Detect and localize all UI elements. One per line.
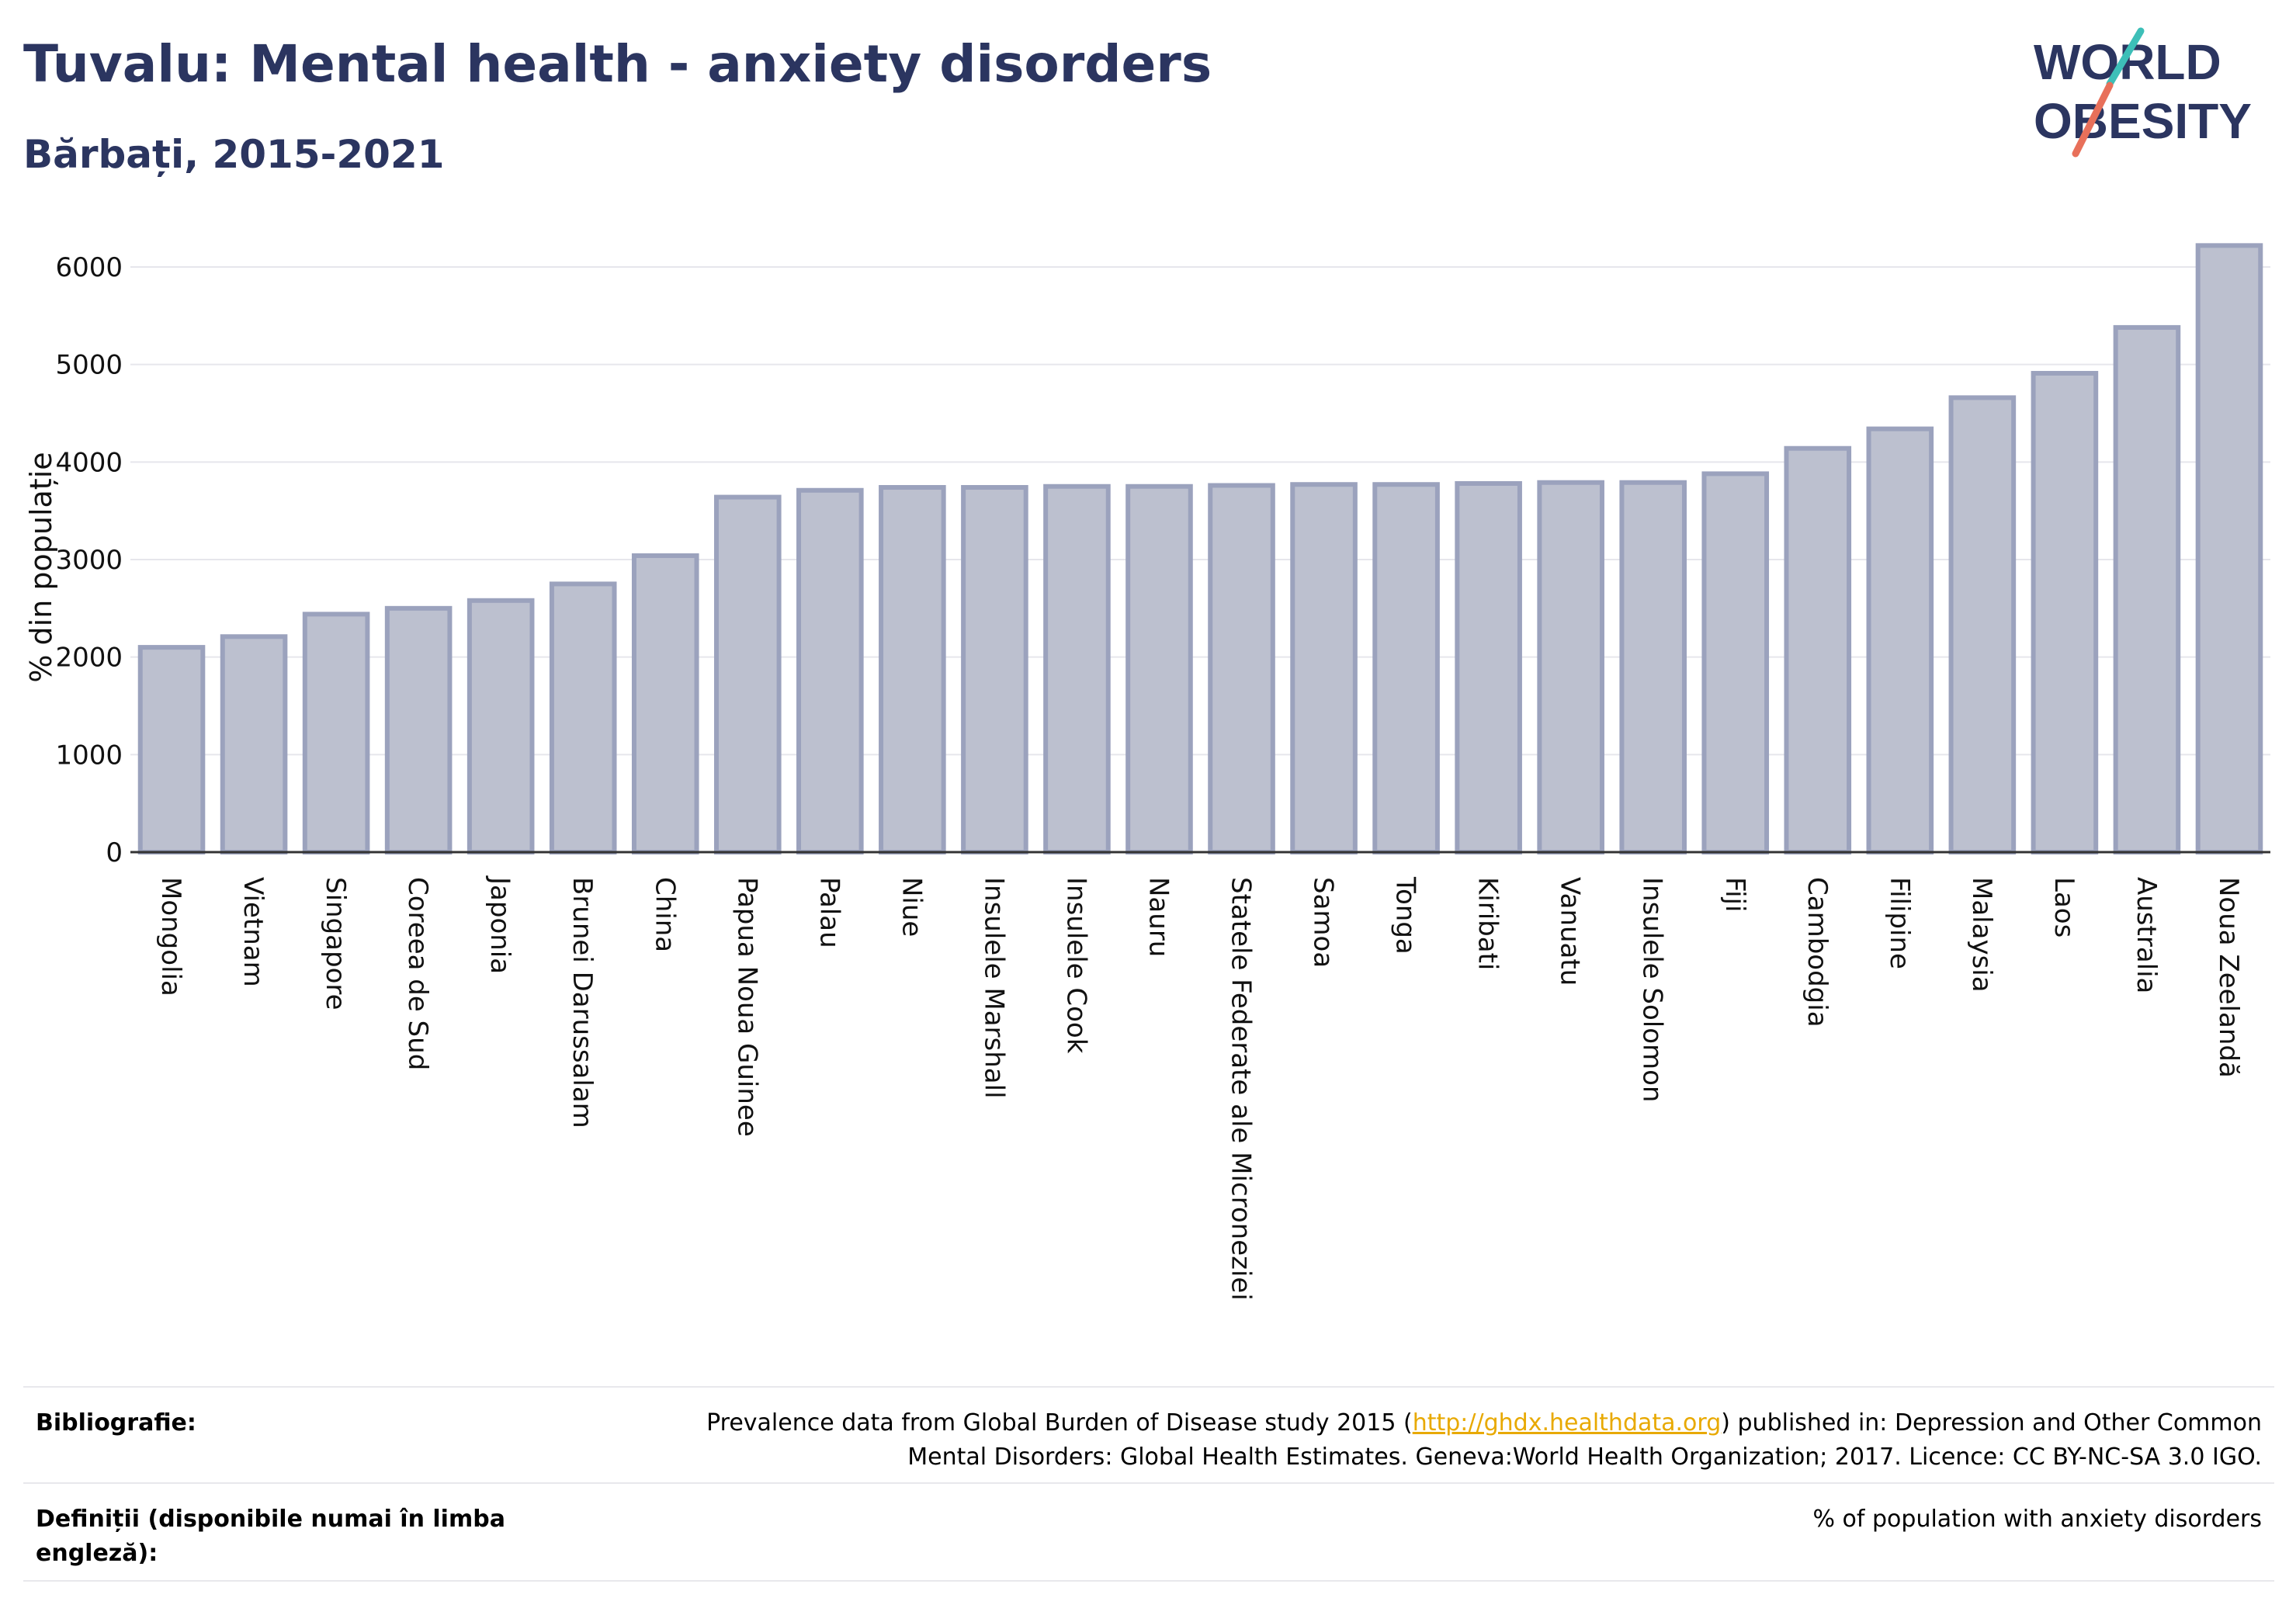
x-tick-label: Cambodgia [1802, 877, 1833, 1028]
x-tick-label: Vanuatu [1555, 877, 1586, 986]
definitions-label-line1: Definiții (disponibile numai în limba [36, 1506, 505, 1533]
bar [713, 494, 782, 854]
bar [1784, 445, 1852, 854]
bar [1372, 482, 1440, 855]
logo-text-world: WORLD [2034, 34, 2221, 90]
bar [2031, 370, 2099, 854]
x-tick-label: Vietnam [238, 877, 269, 987]
bar [302, 612, 370, 855]
page-title: Tuvalu: Mental health - anxiety disorder… [23, 34, 1212, 94]
bar [1866, 426, 1934, 854]
footer-divider-top [23, 1386, 2274, 1388]
x-tick-label: Filipine [1884, 877, 1915, 969]
bar-chart: 0 1000 2000 3000 4000 5000 6000 % din populație… [24, 243, 2270, 1301]
x-tick-label: Fiji [1719, 877, 1750, 912]
world-obesity-logo: WORLD OBESITY [2034, 27, 2252, 158]
x-tick-label: Japonia [484, 875, 515, 974]
bar [796, 487, 864, 854]
y-tick-label: 1000 [55, 740, 123, 771]
y-tick-label: 6000 [55, 252, 123, 283]
bar [961, 485, 1028, 854]
footer-divider-middle [23, 1482, 2274, 1484]
y-tick-label: 4000 [55, 447, 123, 478]
x-tick-label: Singapore [320, 877, 351, 1010]
bibliography-prefix: Prevalence data from Global Burden of Di… [706, 1409, 1413, 1437]
bar [384, 605, 453, 854]
logo-slash-coral [2072, 81, 2114, 158]
x-tick-label: Insulele Marshall [978, 877, 1009, 1099]
bar [1043, 483, 1111, 854]
footer-divider-bottom [23, 1580, 2274, 1582]
bibliography-line2: Mental Disorders: Global Health Estimate… [907, 1444, 2262, 1471]
bibliography-suffix: ) published in: Depression and Other Com… [1721, 1409, 2262, 1437]
x-tick-label: Insulele Solomon [1637, 877, 1668, 1102]
x-tick-label: Tonga [1390, 876, 1421, 955]
x-tick-label: Statele Federate ale Microneziei [1226, 877, 1257, 1301]
x-tick-label: Palau [813, 877, 845, 948]
x-tick-label: Australia [2131, 877, 2162, 993]
bar [466, 598, 535, 855]
y-tick-label: 5000 [55, 350, 123, 381]
y-axis-label: % din populație [24, 452, 58, 682]
logo-slash-teal [2106, 27, 2145, 88]
x-tick-label: Niue [896, 877, 927, 937]
bar [1290, 482, 1358, 855]
bibliography-link[interactable]: http://ghdx.healthdata.org [1412, 1409, 1722, 1437]
x-tick-label: Brunei Darussalam [567, 877, 598, 1128]
bar [631, 553, 699, 854]
x-tick-label: Insulele Cook [1060, 877, 1091, 1054]
y-tick-label: 3000 [55, 545, 123, 576]
bar [1125, 483, 1193, 854]
x-tick-label: Samoa [1308, 877, 1339, 968]
bar [220, 634, 288, 854]
x-tick-label: Mongolia [155, 877, 186, 996]
bar [1537, 480, 1604, 854]
x-tick-label: Nauru [1143, 877, 1174, 957]
x-tick-label: Laos [2048, 877, 2079, 938]
bar [2195, 243, 2263, 854]
bar [1948, 395, 2017, 854]
bar [137, 645, 206, 854]
bar [1619, 480, 1687, 854]
bar [1208, 483, 1275, 854]
definitions-label: Definiții (disponibile numai în limba en… [36, 1502, 532, 1571]
definitions-text: % of population with anxiety disorders [1812, 1506, 2262, 1533]
x-tick-label: Kiribati [1472, 877, 1503, 970]
bar [1455, 480, 1522, 854]
y-tick-label: 2000 [55, 643, 123, 674]
definitions-label-line2: engleză): [36, 1540, 158, 1567]
bibliography-text: Prevalence data from Global Burden of Di… [632, 1406, 2262, 1475]
bar [879, 485, 946, 854]
bar [2113, 324, 2181, 854]
x-tick-label: Noua Zeelandă [2213, 877, 2244, 1078]
page-subtitle: Bărbați, 2015-2021 [23, 132, 445, 177]
x-tick-label: China [649, 877, 680, 952]
x-tick-label: Papua Noua Guinee [731, 877, 762, 1137]
x-tick-label: Malaysia [1966, 877, 1997, 993]
x-tick-label: Coreea de Sud [402, 877, 433, 1070]
y-tick-label: 0 [106, 837, 123, 868]
bibliography-row: Bibliografie: Prevalence data from Globa… [23, 1397, 2274, 1482]
bar [1701, 471, 1770, 854]
definitions-row: Definiții (disponibile numai în limba en… [23, 1493, 2274, 1579]
logo-text-obesity: OBESITY [2034, 93, 2252, 149]
bar [549, 581, 617, 855]
bibliography-label: Bibliografie: [36, 1409, 196, 1437]
